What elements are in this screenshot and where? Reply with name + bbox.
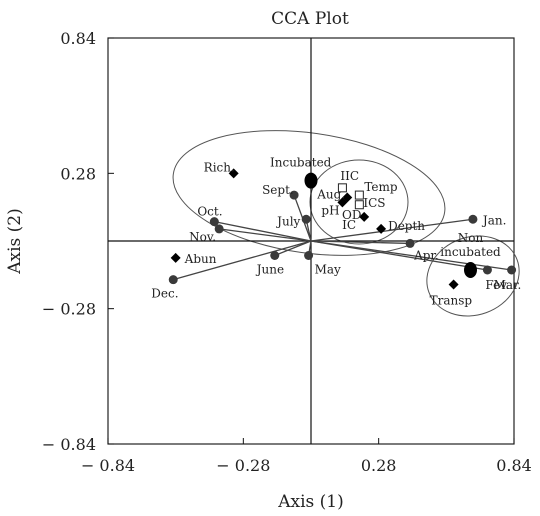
x-tick-label: − 0.28: [216, 456, 270, 475]
point-transp: [448, 279, 459, 290]
chart-title: CCA Plot: [271, 9, 349, 29]
point-label-incubated: Incubated: [270, 156, 332, 170]
point-label-jan: Jan.: [481, 213, 507, 227]
point-label-apr: Apr.: [413, 248, 439, 262]
point-label-june: June: [255, 263, 284, 277]
point-label-mar: Mar.: [494, 278, 522, 292]
point-label-fev: Fev.: [485, 278, 509, 292]
point-label-nov: Nov.: [189, 230, 216, 244]
point-mar: [507, 265, 517, 275]
point-temp: [354, 190, 364, 200]
vector-apr: [310, 240, 411, 245]
point-apr: [405, 238, 415, 248]
y-tick-label: − 0.28: [42, 300, 96, 319]
point-ic: [359, 211, 370, 222]
x-tick-label: 0.28: [361, 456, 397, 475]
point-label-sept: Sept.: [262, 183, 294, 197]
vector-oct: [214, 221, 312, 242]
point-label-july: July: [275, 214, 300, 228]
vector-jan: [310, 218, 474, 242]
point-label-od: OD: [342, 208, 361, 222]
point-june: [270, 251, 280, 260]
ellipses: [172, 130, 520, 317]
point-ics: [354, 200, 364, 210]
point-label-transp: Transp: [430, 294, 473, 308]
x-tick-label: − 0.84: [81, 456, 135, 475]
y-tick-label: 0.84: [60, 29, 96, 48]
point-sept: [289, 190, 299, 200]
point-label-abun: Abun: [184, 252, 217, 266]
y-tick-label: − 0.84: [42, 435, 96, 454]
ellipse-nonincubated: [426, 235, 520, 317]
point-label-iic: IIC: [340, 169, 359, 183]
point-rich: [228, 168, 239, 179]
point-incubated: [304, 172, 318, 189]
point-nov: [214, 224, 224, 234]
x-axis-label: Axis (1): [277, 492, 344, 512]
ellipse-incubated-outer: [172, 130, 446, 256]
point-fev: [482, 265, 492, 275]
point-dec: [168, 275, 178, 285]
point-label-oct: Oct.: [197, 205, 222, 219]
point-label-dec: Dec.: [151, 287, 178, 301]
point-label-non-incubated: Non incubated: [440, 231, 501, 259]
vector-dec: [173, 240, 312, 281]
point-label-temp: Temp: [364, 180, 398, 194]
x-tick-label: 0.84: [496, 456, 532, 475]
y-axis-label: Axis (2): [5, 208, 25, 275]
point-label-ph: pH: [321, 203, 339, 217]
point-may: [304, 251, 314, 260]
point-oct: [209, 217, 219, 227]
point-iic: [337, 183, 347, 193]
point-label-line: Non: [458, 231, 484, 245]
ellipse-incubated-inner: [309, 159, 409, 245]
point-label-may: May: [315, 263, 341, 277]
point-abun: [170, 252, 181, 263]
vector-mar: [310, 240, 512, 271]
point-label-depth: Depth: [388, 219, 425, 233]
point-ph: [337, 197, 348, 208]
axis-ticks: − 0.84 − 0.28 0.28 0.84 0.84 0.28 − 0.28 − 0.84: [42, 29, 532, 475]
vector-june: [274, 240, 312, 257]
point-july: [301, 214, 311, 224]
data-points: Sept. July Oct. Nov. June May Dec. Apr. Jan. Fev.…: [151, 156, 521, 308]
point-label-line: incubated: [440, 245, 501, 259]
point-depth: [376, 223, 387, 234]
vector-nov: [219, 228, 312, 242]
point-label-ic: IC: [342, 218, 356, 232]
point-jan: [468, 214, 478, 224]
point-non-incubated: [464, 262, 477, 278]
point-label-ics: ICS: [363, 196, 385, 210]
point-label-rich: Rich.: [204, 160, 235, 174]
vector-lines: [173, 194, 512, 281]
y-tick-label: 0.28: [60, 164, 96, 183]
